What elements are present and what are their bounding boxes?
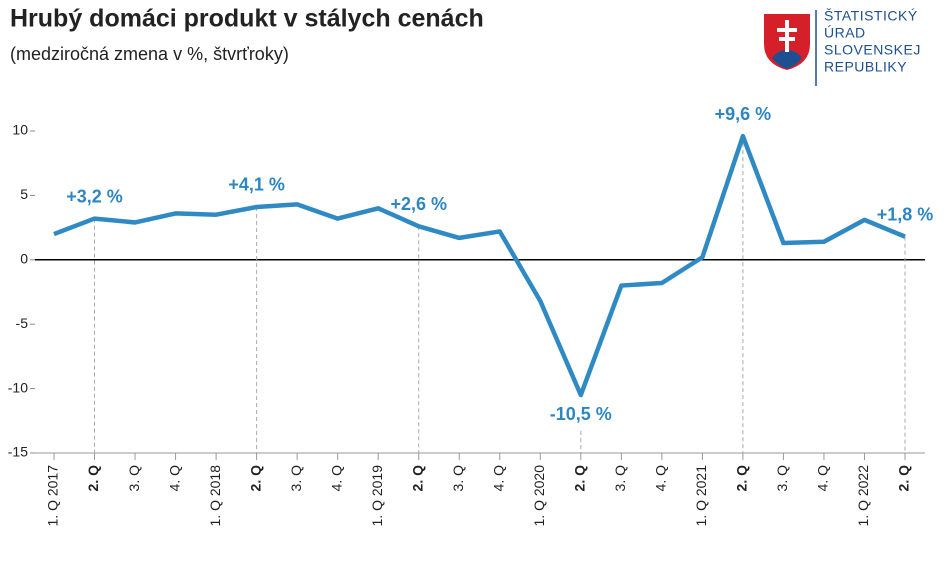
x-tick-label: 4. Q bbox=[490, 465, 506, 492]
x-tick-label: 2. Q bbox=[247, 465, 263, 492]
x-tick-label: 3. Q bbox=[450, 465, 466, 492]
x-tick-label: 1. Q 2022 bbox=[855, 465, 871, 527]
x-tick-label: 3. Q bbox=[288, 465, 304, 492]
x-tick-label: 2. Q bbox=[409, 465, 425, 492]
x-tick-label: 3. Q bbox=[612, 465, 628, 492]
logo-text: ÚRAD bbox=[824, 25, 866, 41]
x-tick-label: 1. Q 2019 bbox=[369, 465, 385, 527]
data-line bbox=[53, 133, 906, 398]
x-tick-label: 1. Q 2017 bbox=[45, 465, 61, 527]
y-tick-label: 0 bbox=[20, 251, 28, 267]
value-label: -10,5 % bbox=[550, 404, 612, 424]
y-tick-label: -15 bbox=[8, 444, 28, 460]
value-label: +2,6 % bbox=[390, 194, 447, 214]
logo-text: ŠTATISTICKÝ bbox=[824, 8, 918, 24]
x-tick-label: 2. Q bbox=[572, 465, 588, 492]
y-tick-label: 5 bbox=[20, 186, 28, 202]
chart-title: Hrubý domáci produkt v stálych cenách bbox=[10, 5, 484, 33]
logo-emblem bbox=[762, 10, 817, 86]
x-tick-label: 3. Q bbox=[126, 465, 142, 492]
value-label: +1,8 % bbox=[877, 204, 934, 224]
value-label: +4,1 % bbox=[228, 175, 285, 195]
value-label: +9,6 % bbox=[715, 104, 772, 124]
x-tick-label: 2. Q bbox=[734, 465, 750, 492]
logo-text: SLOVENSKEJ bbox=[824, 42, 921, 58]
x-tick-label: 2. Q bbox=[85, 465, 101, 492]
x-tick-label: 4. Q bbox=[328, 465, 344, 492]
y-tick-label: 10 bbox=[12, 122, 28, 138]
logo-text: REPUBLIKY bbox=[824, 59, 907, 75]
y-tick-label: -10 bbox=[8, 379, 28, 395]
x-tick-label: 4. Q bbox=[653, 465, 669, 492]
x-tick-label: 4. Q bbox=[166, 465, 182, 492]
x-tick-label: 1. Q 2021 bbox=[693, 465, 709, 527]
x-tick-label: 1. Q 2020 bbox=[531, 465, 547, 527]
x-tick-label: 3. Q bbox=[774, 465, 790, 492]
x-tick-label: 2. Q bbox=[896, 465, 912, 492]
x-tick-label: 4. Q bbox=[815, 465, 831, 492]
chart-subtitle: (medziročná zmena v %, štvrťroky) bbox=[10, 44, 289, 64]
x-tick-label: 1. Q 2018 bbox=[207, 465, 223, 527]
y-tick-label: -5 bbox=[16, 315, 29, 331]
value-label: +3,2 % bbox=[66, 186, 123, 206]
